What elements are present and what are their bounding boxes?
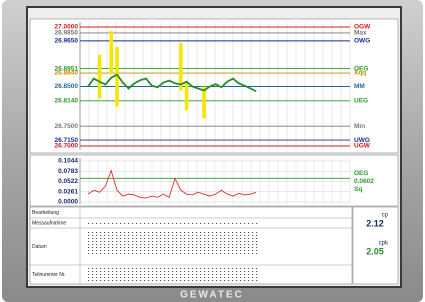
row-label: Bearbeitung	[32, 210, 59, 216]
row-label: Teilnummer Nr.	[32, 272, 66, 278]
limit-name: Max	[354, 30, 367, 37]
limit-name: Min	[354, 123, 365, 130]
xbar-panel	[30, 19, 398, 153]
limit-name: UGW	[354, 143, 371, 150]
stat-value: 2.05	[366, 246, 384, 256]
stat-value: 2.12	[366, 218, 384, 228]
range-bar	[98, 55, 102, 99]
limit-name: UEG	[354, 97, 368, 104]
limit-value: 26.9650	[55, 38, 79, 45]
row-entries	[88, 231, 258, 255]
range-bar	[185, 83, 189, 111]
brand: GEWATEC	[180, 290, 244, 301]
y-tick-label: 0.0000	[58, 199, 78, 206]
limit-value: 26.9850	[55, 30, 79, 37]
y-tick-label: 0.0261	[58, 188, 78, 195]
s-name: Sq	[354, 186, 362, 193]
y-tick-label: 0.0522	[58, 178, 78, 185]
limit-value: 0.0602	[354, 178, 374, 185]
limit-value: 26.8140	[55, 97, 79, 104]
y-tick-label: 0.1044	[58, 158, 78, 165]
monitor: GEWATEC 27.0000OGW26.9850Max26.9650OWG26…	[0, 0, 425, 302]
limit-value: 26.7000	[55, 143, 79, 150]
limit-name: OEG	[354, 170, 368, 177]
limit-value: 26.8840	[55, 70, 79, 77]
range-bar	[109, 31, 113, 75]
limit-value: 26.8500	[55, 83, 79, 90]
y-tick-label: 0.0783	[58, 168, 78, 175]
limit-name: MM	[354, 83, 365, 90]
limit-name: OWG	[354, 38, 370, 45]
row-entries	[88, 268, 258, 281]
limit-name: Xqq	[354, 70, 366, 77]
row-label: Datum	[32, 244, 47, 250]
row-entries	[88, 221, 258, 225]
s-panel	[30, 155, 398, 206]
limit-value: 26.7500	[55, 123, 79, 130]
row-label: Messaufnahme	[32, 220, 66, 226]
